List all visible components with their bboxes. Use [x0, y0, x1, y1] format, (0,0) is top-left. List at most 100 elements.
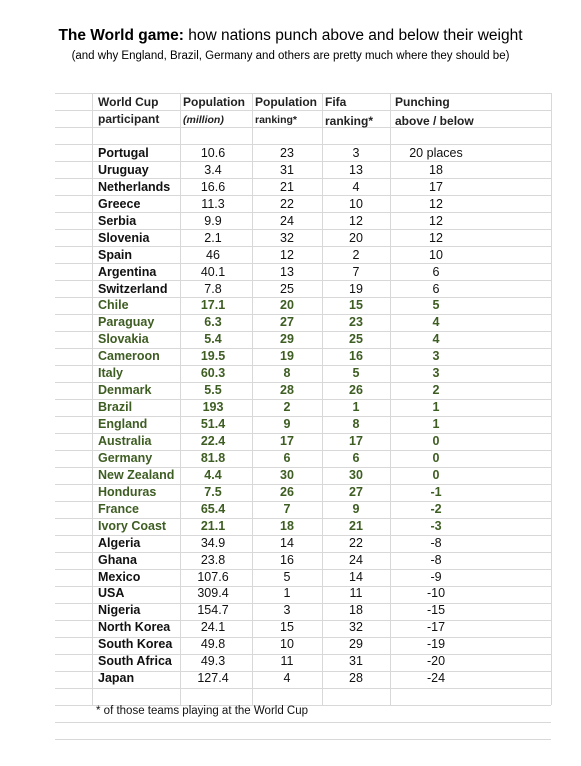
- table-cell: 18: [429, 162, 443, 177]
- row-label: South Africa: [98, 654, 172, 669]
- table-cell: 5.5: [204, 383, 222, 398]
- row-label: USA: [98, 586, 125, 601]
- grid-line: [55, 552, 551, 553]
- grid-line: [55, 365, 551, 366]
- table-cell: 2: [352, 247, 360, 262]
- table-cell: -2: [430, 501, 442, 516]
- grid-line: [55, 569, 551, 570]
- row-label: Serbia: [98, 213, 137, 228]
- table-cell: 26: [280, 484, 294, 499]
- table-cell: 13: [349, 162, 363, 177]
- grid-line: [55, 722, 551, 723]
- column-header: World Cup: [98, 95, 159, 109]
- table-cell: 17: [280, 433, 294, 448]
- table-cell: -1: [430, 484, 442, 499]
- table-cell: 23: [280, 146, 294, 160]
- grid-line: [55, 399, 551, 400]
- table-cell: 18: [349, 603, 363, 618]
- table-cell: 6: [352, 450, 360, 465]
- table-cell: 15: [280, 620, 294, 635]
- table-cell: 12: [349, 213, 363, 228]
- grid-line: [55, 331, 551, 332]
- table-cell: 309.4: [197, 586, 229, 601]
- table-cell: 17: [349, 433, 363, 448]
- table-cell: 193: [202, 400, 224, 415]
- table-cell: 0: [432, 467, 440, 482]
- table-cell: 10: [429, 247, 443, 262]
- table-cell: -3: [430, 518, 442, 533]
- grid-line: [55, 144, 551, 145]
- row-label: Netherlands: [98, 179, 171, 194]
- table-cell: 7.8: [204, 281, 222, 296]
- row-label: Portugal: [98, 146, 149, 160]
- table-cell: 10: [280, 637, 294, 652]
- table-cell: 19: [280, 349, 294, 364]
- table-cell: 29: [280, 332, 294, 347]
- table-cell: 81.8: [200, 450, 226, 465]
- grid-line: [55, 484, 551, 485]
- column-header: Punching: [395, 95, 450, 109]
- footnote: * of those teams playing at the World Cu…: [96, 705, 309, 717]
- table-cell: 21.1: [200, 518, 226, 533]
- subtitle: (and why England, Brazil, Germany and ot…: [71, 50, 510, 62]
- table-cell: 32: [280, 230, 294, 245]
- table-cell: 16: [280, 552, 294, 567]
- table-cell: 7: [352, 264, 360, 279]
- column-header: Population: [255, 95, 317, 109]
- table-cell: 22.4: [200, 433, 226, 448]
- table-cell: 5.4: [204, 332, 222, 347]
- table-cell: 2: [283, 400, 291, 415]
- row-label: Greece: [98, 196, 141, 211]
- title: The World game: how nations punch above …: [0, 28, 581, 44]
- table-cell: 4: [432, 315, 440, 330]
- table-cell: 25: [280, 281, 294, 296]
- table-cell: 17: [429, 179, 443, 194]
- table-cell: 16: [349, 349, 363, 364]
- row-label: Germany: [98, 450, 153, 465]
- table-cell: 13: [280, 264, 294, 279]
- table-cell: 30: [280, 467, 294, 482]
- column-header: ranking*: [325, 114, 374, 128]
- table-cell: 46: [206, 247, 220, 262]
- table-cell: 8: [352, 417, 360, 432]
- table-cell: 25: [349, 332, 363, 347]
- row-label: Mexico: [98, 569, 141, 584]
- grid-line: [92, 93, 93, 705]
- row-label: Slovenia: [98, 230, 150, 245]
- table-cell: 14: [349, 569, 363, 584]
- table-cell: 31: [280, 162, 294, 177]
- grid-line: [55, 603, 551, 604]
- table-cell: 20: [280, 298, 294, 313]
- table-cell: 3.4: [204, 162, 222, 177]
- grid-line: [55, 110, 551, 111]
- table-cell: 19.5: [200, 349, 226, 364]
- row-label: Cameroon: [98, 349, 160, 364]
- grid-line: [55, 518, 551, 519]
- grid-line: [322, 93, 323, 705]
- grid-line: [55, 263, 551, 264]
- table-cell: 4: [432, 332, 440, 347]
- table-cell: -8: [430, 535, 442, 550]
- column-header: ranking*: [255, 114, 298, 126]
- grid-line: [55, 127, 551, 128]
- table-cell: -8: [430, 552, 442, 567]
- column-header: participant: [98, 112, 160, 126]
- table-cell: 20: [349, 230, 363, 245]
- grid-line: [55, 433, 551, 434]
- table-cell: 1: [432, 417, 440, 432]
- table-cell: 17.1: [200, 298, 226, 313]
- table-cell: 1: [432, 400, 440, 415]
- table-cell: 6: [283, 450, 291, 465]
- row-label: Uruguay: [98, 162, 149, 177]
- grid-line: [55, 671, 551, 672]
- grid-line: [55, 246, 551, 247]
- table-cell: 5: [432, 298, 440, 313]
- table-cell: -19: [426, 637, 446, 652]
- table-cell: -17: [426, 620, 446, 635]
- grid-line: [55, 467, 551, 468]
- row-label: Paraguay: [98, 315, 155, 330]
- table-cell: 32: [349, 620, 363, 635]
- grid-line: [55, 654, 551, 655]
- row-label: Algeria: [98, 535, 141, 550]
- table-cell: 9.9: [204, 213, 222, 228]
